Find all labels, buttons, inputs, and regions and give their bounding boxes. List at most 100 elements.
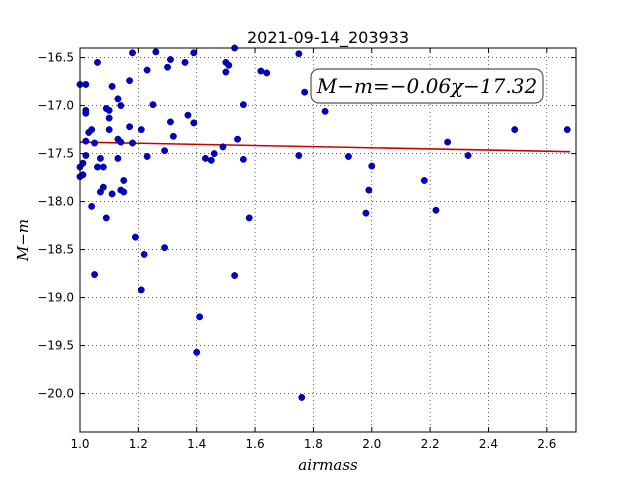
data-point (94, 163, 101, 171)
y-tick-label: −17.0 (37, 99, 74, 113)
y-axis-label: M−m (14, 219, 32, 262)
data-point (202, 154, 209, 162)
data-point (102, 214, 110, 222)
data-point (152, 48, 160, 56)
data-point (108, 82, 116, 90)
x-tick-label: 2.2 (421, 437, 440, 451)
x-axis-label: airmass (298, 456, 358, 474)
data-point (563, 126, 571, 134)
data-point (344, 153, 352, 160)
data-point (181, 58, 189, 66)
data-point (190, 119, 198, 127)
data-point (88, 126, 96, 134)
data-point (114, 154, 122, 162)
data-point (207, 156, 215, 164)
data-point (239, 101, 247, 109)
y-tick-label: −19.0 (37, 291, 74, 305)
data-point (219, 143, 227, 151)
data-point (295, 152, 303, 159)
data-point (444, 138, 452, 146)
data-point (131, 233, 139, 241)
data-point (301, 88, 309, 96)
data-point (82, 137, 90, 145)
data-point (94, 58, 101, 66)
data-point (82, 109, 90, 117)
ticks: 1.0 1.2 1.4 1.6 1.8 2.0 2.2 2.4 2.6 −16.5 −17.0 −17… (37, 48, 576, 451)
data-point (222, 68, 230, 76)
data-point (166, 118, 174, 126)
data-point (108, 190, 116, 198)
y-tick-label: −17.5 (37, 147, 74, 161)
data-point (161, 147, 169, 155)
x-tick-label: 1.6 (246, 437, 265, 451)
x-tick-label: 1.4 (187, 437, 206, 451)
data-point (169, 132, 177, 140)
y-tick-label: −18.0 (37, 195, 74, 209)
data-point (79, 159, 87, 167)
data-point (295, 50, 303, 58)
data-point (420, 177, 428, 184)
data-point (117, 102, 125, 110)
x-tick-label: 1.0 (70, 437, 89, 451)
fit-annotation: M−m=−0.06χ−17.32 (316, 74, 537, 98)
data-point (91, 271, 99, 279)
data-point (239, 155, 247, 163)
data-point (129, 49, 136, 57)
x-tick-label: 1.2 (129, 437, 148, 451)
data-point (464, 152, 472, 159)
y-tick-label: −20.0 (37, 387, 74, 401)
x-tick-label: 2.0 (362, 437, 381, 451)
data-point (143, 153, 151, 160)
data-point (193, 348, 201, 356)
annotation-box (310, 68, 544, 104)
data-point (129, 139, 136, 147)
data-point (96, 154, 104, 162)
data-point (432, 206, 440, 214)
data-point (298, 393, 306, 401)
data-point (79, 171, 87, 179)
data-point (105, 126, 113, 134)
data-point (99, 163, 107, 171)
data-point (511, 126, 519, 134)
data-point (126, 77, 134, 85)
data-point (91, 139, 99, 147)
data-point (362, 209, 370, 217)
fit-line (79, 141, 571, 153)
y-tick-label: −16.5 (37, 51, 74, 65)
data-point (126, 123, 134, 131)
data-point (245, 214, 253, 222)
grid (79, 48, 576, 432)
data-point (137, 286, 145, 294)
data-point (231, 272, 239, 279)
data-point (190, 49, 198, 57)
y-tick-label: −18.5 (37, 243, 74, 257)
points-group (76, 44, 571, 401)
data-point (234, 135, 242, 143)
data-point (368, 162, 376, 170)
x-tick-label: 1.8 (304, 437, 323, 451)
data-point (105, 114, 113, 122)
data-point (161, 244, 169, 252)
x-tick-label: 2.6 (537, 437, 556, 451)
data-point (166, 56, 174, 63)
data-point (184, 111, 192, 119)
y-tick-label: −19.5 (37, 339, 74, 353)
data-point (257, 67, 265, 75)
chart-title: 2021-09-14_203933 (247, 28, 409, 48)
data-point (149, 101, 157, 109)
data-point (114, 95, 122, 103)
data-point (321, 107, 329, 115)
data-point (82, 81, 90, 88)
data-point (120, 177, 128, 184)
data-point (263, 69, 271, 77)
plot-frame (79, 47, 577, 433)
fit-line-group (79, 141, 571, 153)
data-point (120, 188, 128, 196)
data-point (117, 138, 125, 146)
data-point (196, 313, 204, 321)
data-point (164, 63, 171, 71)
data-point (88, 202, 96, 210)
data-point (99, 183, 107, 191)
x-tick-label: 2.4 (479, 437, 498, 451)
data-point (225, 61, 233, 69)
